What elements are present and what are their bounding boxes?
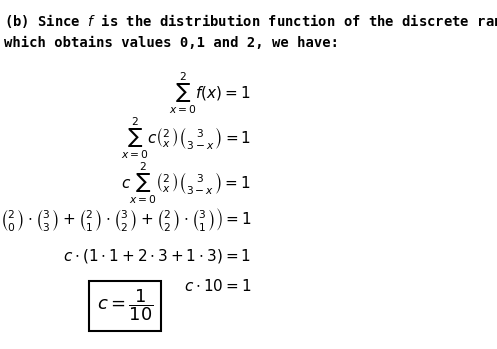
Text: $c\cdot10=1$: $c\cdot10=1$ — [183, 279, 251, 294]
Text: $\sum_{x=0}^{2} c\binom{2}{x}\binom{3}{3-x} = 1$: $\sum_{x=0}^{2} c\binom{2}{x}\binom{3}{3… — [121, 116, 251, 161]
Text: $c\sum_{x=0}^{2}\binom{2}{x}\binom{3}{3-x} = 1$: $c\sum_{x=0}^{2}\binom{2}{x}\binom{3}{3-… — [121, 161, 251, 206]
Text: $c=\dfrac{1}{10}$: $c=\dfrac{1}{10}$ — [96, 288, 154, 324]
Text: $\sum_{x=0}^{2} f(x) = 1$: $\sum_{x=0}^{2} f(x) = 1$ — [169, 70, 251, 116]
Text: $c\cdot(1\cdot1+2\cdot3+1\cdot3)=1$: $c\cdot(1\cdot1+2\cdot3+1\cdot3)=1$ — [63, 247, 251, 265]
Text: (b) Since $f$ is the distribution function of the discrete random variable $X$: (b) Since $f$ is the distribution functi… — [4, 12, 497, 30]
Text: which obtains values 0,1 and 2, we have:: which obtains values 0,1 and 2, we have: — [4, 36, 339, 50]
Text: $c\cdot\left(\binom{2}{0}\cdot\binom{3}{3}+\binom{2}{1}\cdot\binom{3}{2}+\binom{: $c\cdot\left(\binom{2}{0}\cdot\binom{3}{… — [0, 206, 251, 233]
